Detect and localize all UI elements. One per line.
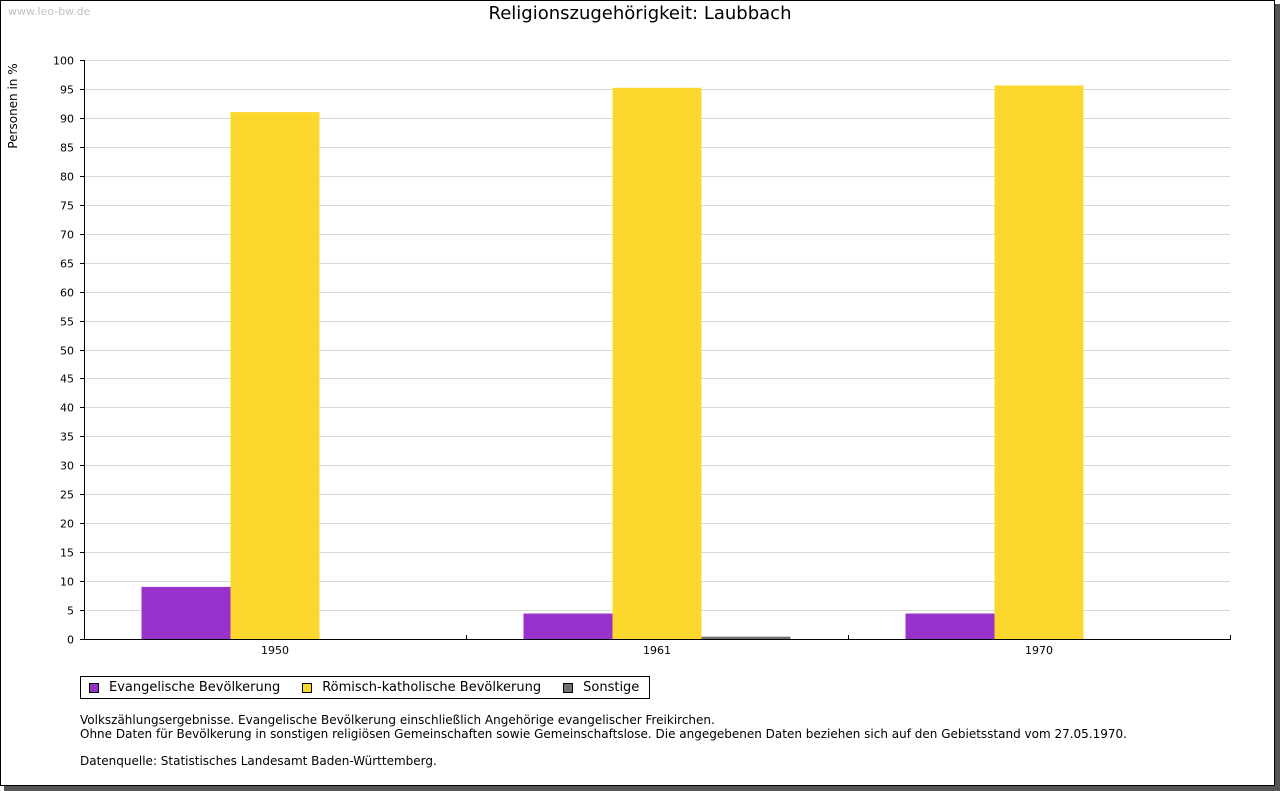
y-tick-label: 95 [60,84,74,97]
y-tick-label: 10 [60,576,74,589]
y-tick-label: 75 [60,200,74,213]
note-line-1: Volkszählungsergebnisse. Evangelische Be… [80,713,715,727]
bar-evangelische-1970 [905,613,995,639]
data-source: Datenquelle: Statistisches Landesamt Bad… [80,754,437,768]
legend-label-sonstige: Sonstige [583,680,640,695]
chart-plot: 0 5 10 15 20 25 30 35 40 45 50 55 60 65 70 75 80 85 90 95 10… [53,55,1231,657]
y-tick-label: 70 [60,229,74,242]
watermark: www.leo-bw.de [8,5,91,18]
frame-shadow-right [1275,4,1280,791]
chart-title: Religionszugehörigkeit: Laubbach [488,3,792,24]
y-tick-label: 45 [60,373,74,386]
y-tick-label: 5 [67,605,74,618]
y-tick-label: 90 [60,113,74,126]
frame-shadow-bottom [4,786,1280,791]
y-tick-label: 35 [60,431,74,444]
y-tick-label: 40 [60,402,74,415]
y-tick-label: 30 [60,460,74,473]
legend-label-katholisch: Römisch-katholische Bevölkerung [322,680,542,695]
chart-notes: Volkszählungsergebnisse. Evangelische Be… [80,713,1127,768]
legend-swatch-evangelisch [89,682,99,693]
x-tick-label: 1970 [1025,644,1053,657]
legend-item-katholisch: Römisch-katholische Bevölkerung [302,680,541,695]
bar-römisch-katholische-1970 [994,85,1084,639]
y-tick-label: 80 [60,171,74,184]
y-tick-label: 50 [60,345,74,358]
note-line-2: Ohne Daten für Bevölkerung in sonstigen … [80,727,1127,741]
bar-sonstige-1961 [701,636,791,639]
legend: Evangelische Bevölkerung Römisch-katholi… [80,676,651,699]
legend-label-evangelisch: Evangelische Bevölkerung [109,680,281,695]
legend-item-evangelisch: Evangelische Bevölkerung [89,680,280,695]
legend-swatch-katholisch [302,682,313,693]
bar-römisch-katholische-1961 [612,87,702,640]
bar-evangelische-1961 [523,613,613,639]
legend-item-sonstige: Sonstige [563,680,639,695]
y-tick-label: 85 [60,142,74,155]
bar-römisch-katholische-1950 [230,112,320,640]
y-tick-label: 25 [60,489,74,502]
y-tick-label: 100 [53,55,74,68]
y-tick-label: 55 [60,316,74,329]
y-tick-label: 20 [60,518,74,531]
y-tick-label: 60 [60,287,74,300]
y-tick-label: 15 [60,547,74,560]
y-tick-label: 0 [67,634,74,647]
x-tick-label: 1950 [261,644,289,657]
y-tick-label: 65 [60,258,74,271]
bar-evangelische-1950 [141,586,231,639]
x-tick-label: 1961 [643,644,671,657]
legend-swatch-sonstige [563,682,574,693]
